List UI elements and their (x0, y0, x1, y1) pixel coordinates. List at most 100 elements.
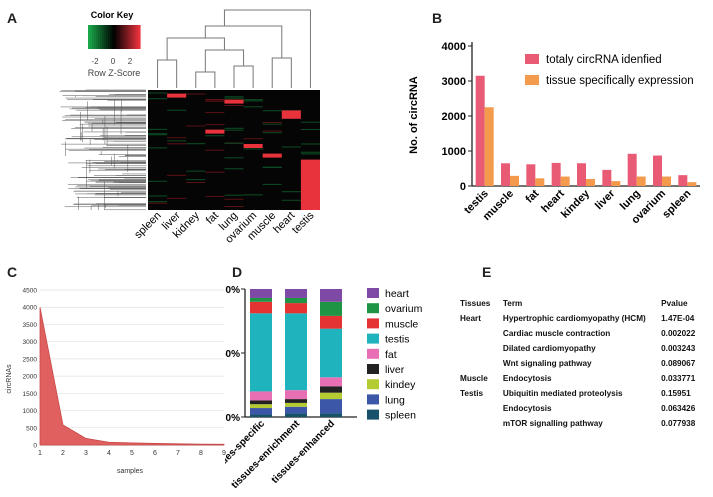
legend-label: kindey (385, 379, 416, 391)
legend-label: totaly circRNA idenfied (546, 54, 662, 66)
table-cell: 0.003243 (661, 344, 696, 353)
stacked-chart-bars: tissues-specifictissues-enrichmenttissue… (225, 289, 342, 491)
bar-totaly (627, 153, 637, 186)
color-key-swatch (120, 25, 123, 49)
legend-swatch (367, 333, 379, 344)
stack-segment-liver (320, 386, 342, 393)
heatmap-cell (243, 148, 263, 150)
color-key-tick: -2 (91, 57, 99, 66)
heatmap-cell (186, 93, 206, 95)
heatmap-grid (148, 90, 320, 210)
heatmap-cell (205, 112, 225, 114)
color-key-swatch (130, 25, 133, 49)
table-cell: Dilated cardiomyopathy (502, 344, 596, 353)
dendrogram-branch (204, 25, 283, 58)
table-cell: 1.47E-04 (661, 314, 695, 323)
table-row: Testis Ubiquitin mediated proteolysis 0.15… (460, 386, 700, 401)
color-key-label: Row Z-Score (88, 68, 141, 78)
color-key-swatch (100, 25, 103, 49)
color-key-swatch (116, 25, 119, 49)
color-key-tick: 0 (111, 57, 116, 66)
dendrogram-branch (223, 9, 311, 88)
heatmap-cell (243, 138, 263, 140)
stack-segment-lung (320, 399, 342, 414)
y-tick-label: 1500 (23, 391, 38, 398)
y-tick-label: 0 (33, 443, 37, 450)
stack-segment-heart (285, 289, 307, 298)
bar-chart-panel-b: No. of circRNA 0 1000 2000 3000 4000 testism… (408, 41, 700, 226)
table-cell: Wnt signaling pathway (502, 359, 592, 368)
heatmap-cell (167, 109, 187, 111)
bar-tissue (586, 179, 595, 186)
table-cell: Cardiac muscle contraction (502, 329, 611, 338)
heatmap-cell (281, 146, 301, 148)
y-tick-label: 4500 (23, 288, 38, 295)
stack-segment-spleen (285, 413, 307, 417)
column-dendrogram (157, 9, 311, 88)
heatmap-cell (224, 96, 244, 98)
y-tick-label: 1000 (23, 408, 38, 415)
legend-swatch (367, 348, 379, 359)
heatmap-cell (148, 147, 168, 149)
heatmap-cell (243, 100, 263, 102)
legend-swatch (367, 288, 379, 298)
x-tick-label: 2 (61, 450, 65, 457)
stack-segment-heart (250, 289, 272, 298)
heatmap-cell-high (167, 93, 187, 98)
x-tick-label: 6 (153, 450, 157, 457)
table-row: Muscle Endocytosis 0.033771 (460, 371, 700, 386)
heatmap-cell (186, 125, 206, 127)
legend-label: ovarium (385, 303, 423, 315)
heatmap-cell (148, 202, 168, 204)
y-tick-label: 500 (26, 425, 37, 432)
stack-segment-fat (320, 377, 342, 387)
x-tick-label: tissues-enhanced (270, 418, 338, 486)
table-cell: Testis (460, 389, 484, 398)
x-tick-label: tissues-enrichment (229, 418, 302, 491)
color-key-swatch (132, 25, 135, 49)
legend-label: spleen (385, 410, 416, 422)
color-key-swatch (102, 25, 105, 49)
stack-segment-fat (285, 390, 307, 400)
bar-totaly (653, 155, 662, 186)
heatmap-cell (262, 110, 282, 112)
color-key-swatch (94, 25, 97, 49)
table-cell: Endocytosis (502, 404, 552, 413)
y-tick-label: 4000 (23, 305, 38, 312)
heatmap-cell (224, 97, 244, 99)
heatmap-cell-high (281, 110, 301, 119)
heatmap-cell (262, 122, 282, 124)
dendrogram-branch (271, 57, 292, 88)
y-axis-label: circRNAs (6, 364, 13, 394)
table-cell (460, 356, 503, 371)
dendrogram-branch (166, 37, 225, 60)
stack-segment-muscle (250, 301, 272, 314)
stack-segment-liver (285, 399, 307, 403)
stack-segment-kindey (320, 392, 342, 400)
heatmap-column-label: spleen (132, 210, 163, 241)
legend-swatch (367, 379, 379, 390)
table-cell: Muscle (460, 374, 488, 383)
legend-swatch (367, 303, 379, 314)
table-cell (460, 416, 503, 431)
heatmap-cell (281, 191, 301, 193)
color-key-swatch (118, 25, 121, 49)
legend-label: tissue specifically expression (546, 75, 694, 87)
stacked-chart-legend: heart ovarium muscle testis fat liver kindey lu… (367, 288, 423, 422)
stack-segment-testis (250, 313, 272, 392)
heatmap-cell (148, 128, 168, 130)
stack-segment-fat (250, 391, 272, 401)
bar-totaly (501, 163, 510, 186)
x-tick-label: kindey (559, 187, 593, 221)
table-header-cell: Pvalue (661, 299, 688, 308)
heatmap-cell (167, 137, 187, 139)
legend-label: liver (385, 364, 405, 376)
color-key-swatch (138, 25, 141, 49)
table-cell (460, 341, 503, 356)
dendrogram-branch (195, 71, 216, 88)
heatmap-cell (281, 199, 301, 201)
row-dendrogram (59, 89, 146, 211)
bar-tissue (535, 178, 545, 186)
color-key-swatch (128, 25, 131, 49)
